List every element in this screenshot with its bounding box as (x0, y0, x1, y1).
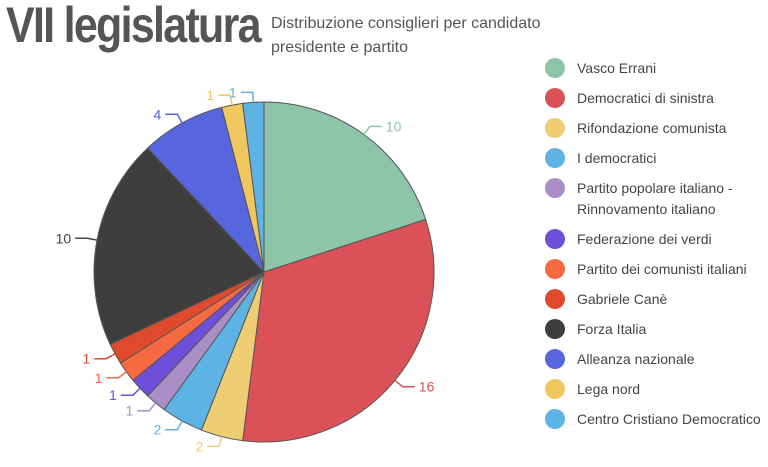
data-label: 1 (125, 403, 133, 419)
legend-item: Lega nord (545, 379, 765, 400)
legend-swatch (545, 349, 565, 369)
data-label: 1 (82, 351, 90, 367)
legend-swatch (545, 178, 565, 198)
legend-swatch (545, 379, 565, 399)
legend-swatch (545, 229, 565, 249)
legend-item: Partito dei comunisti italiani (545, 259, 765, 280)
data-label: 1 (95, 370, 103, 386)
leader-line (120, 387, 141, 396)
legend-label: Partito dei comunisti italiani (577, 261, 747, 277)
legend-label: Lega nord (577, 381, 641, 397)
leader-line (207, 436, 223, 448)
page-title: VII legislatura (6, 0, 262, 53)
data-label: 2 (195, 438, 203, 454)
legend-item: I democratici (545, 148, 765, 169)
data-label: 10 (386, 118, 402, 134)
legend-swatch (545, 319, 565, 339)
leader-line (218, 94, 233, 106)
legend-item: Forza Italia (545, 319, 765, 340)
legend-swatch (545, 148, 565, 168)
legend-item: Democratici di sinistra (545, 88, 765, 109)
legend-item: Centro Cristiano Democratico (545, 409, 765, 430)
leader-line (106, 371, 127, 379)
leader-line (165, 113, 183, 124)
legend-swatch (545, 118, 565, 138)
legend-swatch (545, 58, 565, 78)
leader-line (394, 379, 415, 388)
data-label: 16 (419, 379, 435, 395)
data-label: 1 (229, 84, 237, 100)
data-label: 4 (153, 106, 161, 122)
data-label: 2 (153, 422, 161, 438)
legend-label: Vasco Errani (577, 60, 657, 76)
pie-slice (242, 218, 435, 443)
legend-label: Forza Italia (577, 321, 647, 337)
legend-swatch (545, 409, 565, 429)
legend-swatch (545, 289, 565, 309)
chart-subtitle: Distribuzione consiglieri per candidato … (271, 15, 541, 56)
legend-item: Rifondazione comunista (545, 118, 765, 139)
legend-item: Partito popolare italiano - Rinnovamento… (545, 178, 765, 220)
legend-swatch (545, 259, 565, 279)
legend-label: Rifondazione comunista (577, 120, 727, 136)
legend-item: Gabriele Canè (545, 289, 765, 310)
leader-line (240, 91, 255, 103)
leader-line (137, 402, 157, 412)
legend-item: Federazione dei verdi (545, 229, 765, 250)
legend: Vasco Errani Democratici di sinistra Rifon… (545, 58, 765, 439)
leader-line (75, 237, 98, 241)
legend-item: Alleanza nazionale (545, 349, 765, 370)
legend-label: Alleanza nazionale (577, 351, 695, 367)
legend-label: Gabriele Canè (577, 291, 668, 307)
leader-line (94, 353, 116, 360)
leader-line (165, 420, 183, 431)
data-label: 1 (109, 387, 117, 403)
data-label: 1 (206, 87, 214, 103)
legend-label: Partito popolare italiano - Rinnovamento… (577, 180, 733, 217)
leader-line (363, 125, 382, 135)
legend-label: Federazione dei verdi (577, 231, 712, 247)
legend-item: Vasco Errani (545, 58, 765, 79)
legend-label: Centro Cristiano Democratico (577, 411, 761, 427)
data-label: 10 (56, 230, 72, 246)
legend-label: Democratici di sinistra (577, 90, 714, 106)
legend-label: I democratici (577, 150, 657, 166)
legend-swatch (545, 88, 565, 108)
